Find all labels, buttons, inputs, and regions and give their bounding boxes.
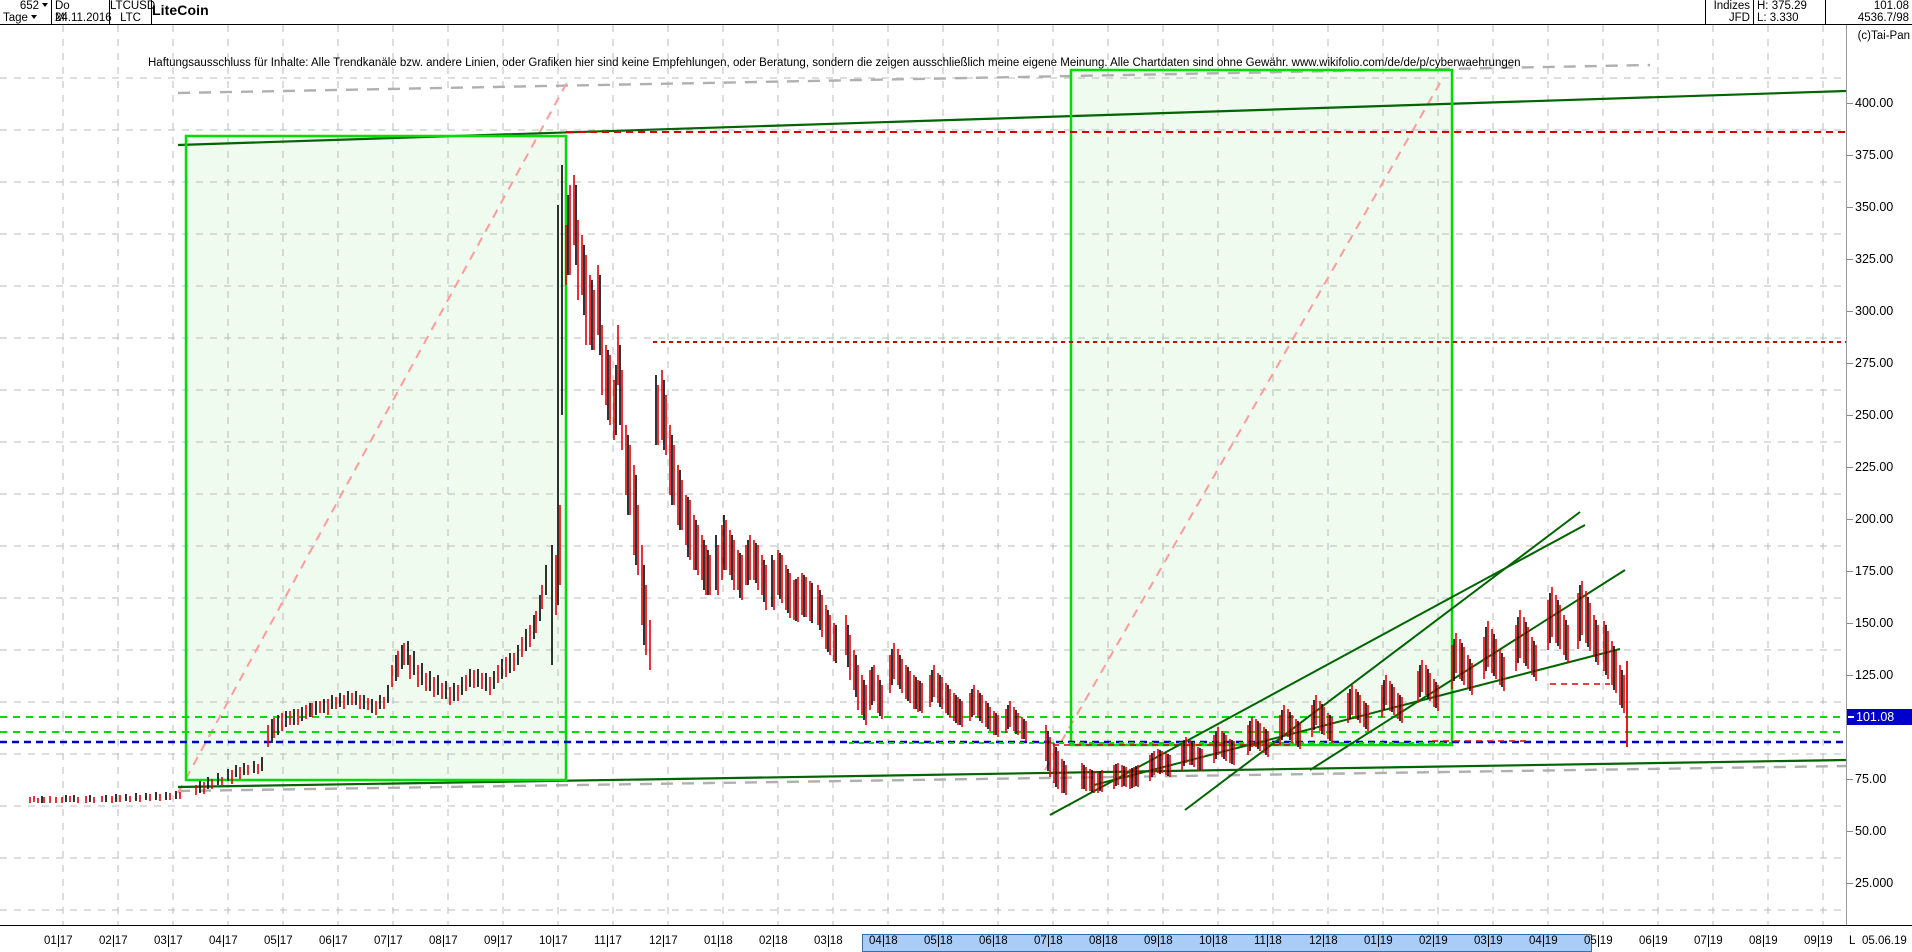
chevron-down-icon[interactable] <box>30 14 37 19</box>
x-tick-08-18: 08 18 <box>1089 935 1118 947</box>
x-tick-05-17: 05 17 <box>264 935 293 947</box>
chevron-down-icon[interactable] <box>42 2 48 7</box>
ohlc-bars-down <box>29 175 1625 803</box>
header-symbol-group[interactable]: LTCUSD LTC <box>110 0 156 24</box>
red-dashed-rally-line-2 <box>1044 82 1441 771</box>
x-tick-05-19: 05 19 <box>1584 935 1613 947</box>
bars-count-selector[interactable]: 652 <box>0 0 51 12</box>
long-term-support-trendline <box>177 758 1846 789</box>
x-tick-10-18: 10 18 <box>1199 935 1228 947</box>
y-tick-400: 400.00 <box>1846 96 1894 110</box>
vertical-gridlines <box>62 25 1824 925</box>
last-price-tag: 101.08 <box>1847 709 1912 725</box>
channel-mid-line <box>1049 524 1586 816</box>
x-tick-02-17: 02 17 <box>99 935 128 947</box>
y-tick-300: 300.00 <box>1846 304 1894 318</box>
page-title: LiteCoin <box>152 2 209 18</box>
copyright-label: (c)Tai-Pan <box>1857 30 1910 42</box>
last-date-marker: L <box>1849 935 1856 947</box>
y-tick-125: 125.00 <box>1846 668 1894 682</box>
x-tick-09-18: 09 18 <box>1144 935 1173 947</box>
x-tick-06-18: 06 18 <box>979 935 1008 947</box>
right-green-box-fill <box>1071 70 1452 745</box>
time-axis[interactable]: 01 17 02 17 03 17 04 17 05 17 06 17 07 17 08 17 … <box>0 925 1912 952</box>
y-tick-375: 375.00 <box>1846 148 1894 162</box>
x-tick-07-19: 07 19 <box>1694 935 1723 947</box>
x-tick-01-17: 01 17 <box>44 935 73 947</box>
feed-label: JFD <box>1728 12 1750 24</box>
y-tick-200: 200.00 <box>1846 512 1894 526</box>
x-tick-11-18: 11 18 <box>1254 935 1282 947</box>
y-tick-325: 325.00 <box>1846 252 1894 266</box>
x-tick-01-18: 01 18 <box>704 935 733 947</box>
x-tick-02-18: 02 18 <box>759 935 788 947</box>
x-tick-08-17: 08 17 <box>429 935 458 947</box>
interval-value: Tage <box>3 12 28 24</box>
y-tick-75: 75.00 <box>1846 772 1887 786</box>
group-label: Indizes <box>1713 0 1750 12</box>
y-tick-275: 275.00 <box>1846 356 1894 370</box>
x-tick-03-17: 03 17 <box>154 935 183 947</box>
chart-plot-area[interactable]: Haftungsausschluss für Inhalte: Alle Tre… <box>0 25 1846 925</box>
chart-canvas <box>0 25 1846 925</box>
header-group-feed: Indizes JFD <box>1705 0 1753 24</box>
x-tick-04-17: 04 17 <box>209 935 238 947</box>
y-tick-150: 150.00 <box>1846 616 1894 630</box>
high-value-label: H: 375.29 <box>1757 0 1807 12</box>
x-tick-07-18: 07 18 <box>1034 935 1063 947</box>
y-tick-350: 350.00 <box>1846 200 1894 214</box>
chart-header-bar: 652 Tage Do 24.11.2016 Mi 05.06.2019 LTC… <box>0 0 1912 36</box>
bars-count-value: 652 <box>19 0 39 12</box>
x-tick-05-18: 05 18 <box>924 935 953 947</box>
y-tick-225: 225.00 <box>1846 460 1894 474</box>
lower-gray-dashed-trendline <box>177 764 1846 793</box>
low-value-label: L: 3.330 <box>1757 12 1799 24</box>
ohlc-bars-up <box>41 165 1623 803</box>
last-price-label: 101.08 <box>1873 0 1909 12</box>
interval-selector[interactable]: Tage <box>0 12 51 24</box>
header-last-volume: 101.08 4536.7/98 <box>1825 0 1912 24</box>
x-tick-09-19: 09 19 <box>1804 935 1833 947</box>
x-tick-07-17: 07 17 <box>374 935 403 947</box>
y-tick-250: 250.00 <box>1846 408 1894 422</box>
header-date-range: Do 24.11.2016 Mi 05.06.2019 <box>52 0 113 36</box>
volume-label: 4536.7/98 <box>1857 12 1909 24</box>
header-high-low: H: 375.29 L: 3.330 <box>1753 0 1825 24</box>
x-tick-10-17: 10 17 <box>539 935 568 947</box>
y-tick-50: 50.00 <box>1846 824 1887 838</box>
disclaimer-text: Haftungsausschluss für Inhalte: Alle Tre… <box>148 57 1521 69</box>
header-bars-interval-group[interactable]: 652 Tage <box>0 0 52 24</box>
symbol-label: LTCUSD <box>110 0 156 12</box>
x-tick-04-18: 04 18 <box>869 935 898 947</box>
ohlc-series <box>29 165 1625 803</box>
y-tick-175: 175.00 <box>1846 564 1894 578</box>
x-tick-01-19: 01 19 <box>1364 935 1393 947</box>
x-tick-12-17: 12 17 <box>649 935 678 947</box>
x-tick-02-19: 02 19 <box>1419 935 1448 947</box>
x-tick-04-19: 04 19 <box>1529 935 1558 947</box>
channel-steep-line <box>1184 511 1581 811</box>
red-dashed-rally-line-1 <box>177 76 571 794</box>
last-date-label: 05.06.19 <box>1862 935 1907 947</box>
x-tick-03-19: 03 19 <box>1474 935 1503 947</box>
y-tick-25: 25.000 <box>1846 876 1894 890</box>
x-tick-03-18: 03 18 <box>814 935 843 947</box>
x-tick-11-17: 11 17 <box>594 935 622 947</box>
x-tick-08-19: 08 19 <box>1749 935 1778 947</box>
x-tick-06-17: 06 17 <box>319 935 348 947</box>
x-tick-09-17: 09 17 <box>484 935 513 947</box>
date-to-label: Mi 05.06.2019 <box>55 12 113 36</box>
date-from-label: Do 24.11.2016 <box>55 0 112 24</box>
x-tick-06-19: 06 19 <box>1639 935 1668 947</box>
left-green-box-fill <box>186 136 566 780</box>
left-green-box <box>184 134 568 782</box>
x-tick-12-18: 12 18 <box>1309 935 1338 947</box>
right-green-box <box>1069 68 1454 747</box>
price-axis[interactable]: 400.00 375.00 350.00 325.00 300.00 275.0… <box>1846 25 1912 925</box>
symbol-short-label: LTC <box>120 12 141 24</box>
